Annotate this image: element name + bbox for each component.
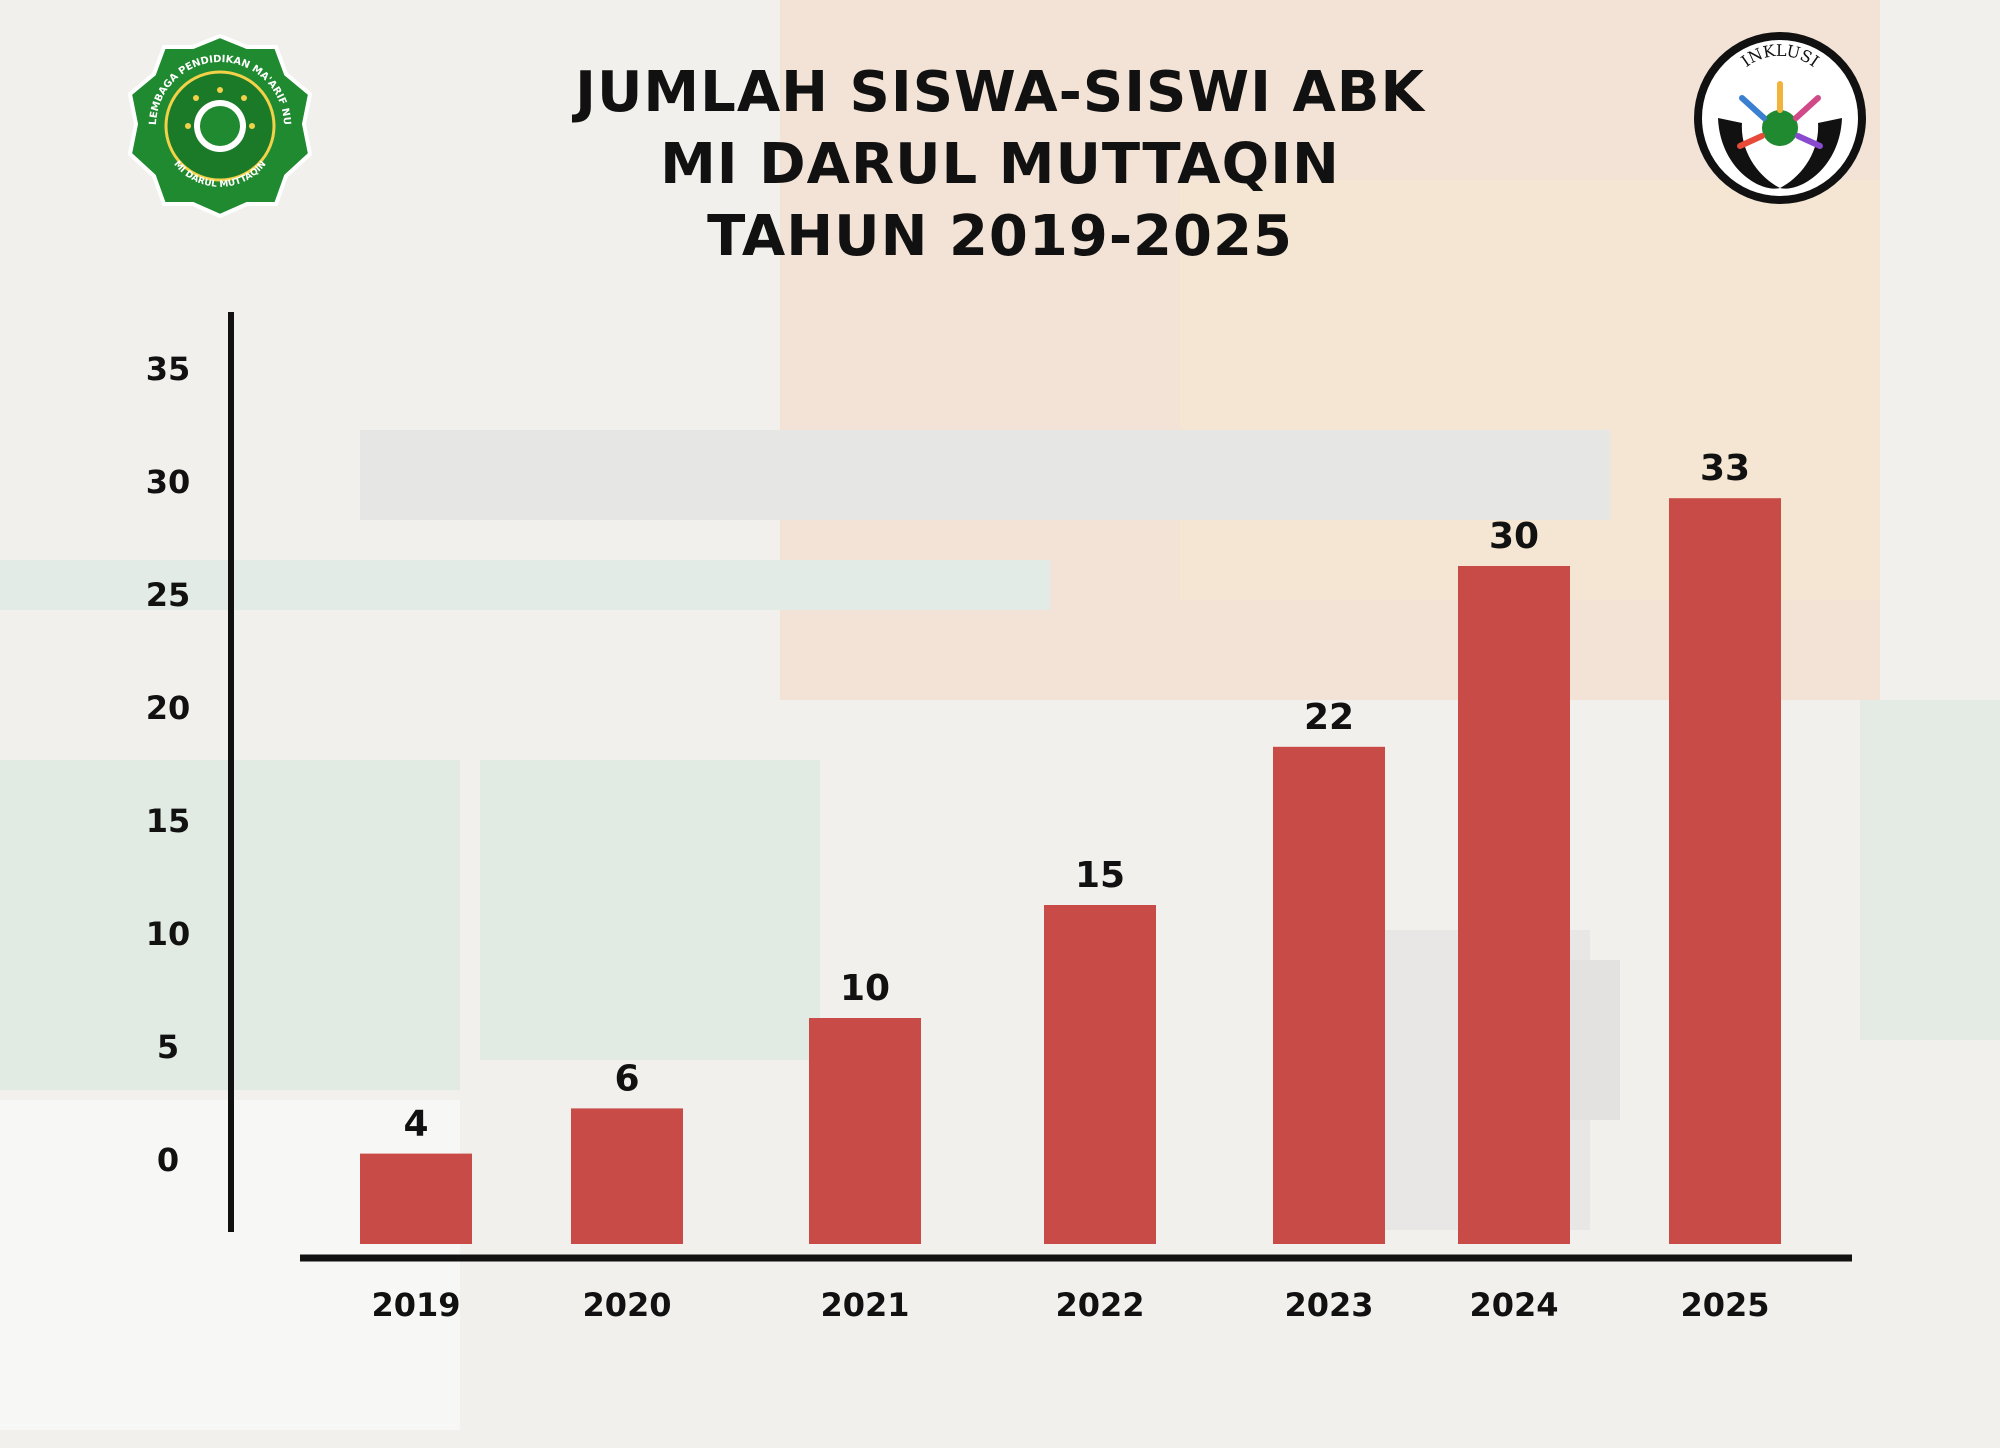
data-label-2021: 10: [840, 968, 890, 1009]
x-axis-ticks: 2019 2020 2021 2022 2023 2024 2025: [371, 1286, 1769, 1324]
bar-2023: [1273, 746, 1385, 1244]
bar-2021: [809, 1018, 921, 1244]
x-tick-label: 2019: [371, 1286, 460, 1324]
y-axis-ticks: 0 5 10 15 20 25 30 35: [146, 350, 191, 1179]
bar-series: [360, 498, 1781, 1244]
y-tick-label: 25: [146, 576, 191, 614]
bar-2019: [360, 1153, 472, 1244]
x-tick-label: 2024: [1469, 1286, 1558, 1324]
y-tick-label: 20: [146, 689, 191, 727]
bar-2024: [1458, 566, 1570, 1244]
y-tick-label: 0: [157, 1141, 179, 1179]
bar-2022: [1044, 905, 1156, 1244]
chart-title-line-2: MI DARUL MUTTAQIN: [660, 132, 1340, 197]
x-tick-label: 2022: [1055, 1286, 1144, 1324]
data-label-2023: 22: [1304, 697, 1354, 738]
x-tick-label: 2023: [1284, 1286, 1373, 1324]
chart-title-line-1: JUMLAH SISWA-SISWI ABK: [575, 60, 1425, 125]
maarif-nu-emblem-icon: LEMBAGA PENDIDIKAN MA'ARIF NU MI DARUL M…: [127, 33, 313, 219]
data-label-2024: 30: [1489, 516, 1539, 557]
x-tick-label: 2020: [582, 1286, 671, 1324]
y-tick-label: 5: [157, 1028, 179, 1066]
inklusi-hands-icon: INKLUSI: [1694, 32, 1866, 204]
y-tick-label: 15: [146, 802, 191, 840]
data-label-2020: 6: [614, 1058, 639, 1099]
y-tick-label: 35: [146, 350, 191, 388]
x-tick-label: 2021: [820, 1286, 909, 1324]
data-labels: 4 6 10 15 22 30 33: [403, 448, 1750, 1144]
data-label-2019: 4: [403, 1104, 428, 1145]
x-tick-label: 2025: [1680, 1286, 1769, 1324]
bar-2020: [571, 1108, 683, 1244]
data-label-2022: 15: [1075, 855, 1125, 896]
chart-title-line-3: TAHUN 2019-2025: [707, 204, 1293, 269]
data-label-2025: 33: [1700, 448, 1750, 489]
y-tick-label: 30: [146, 463, 191, 501]
bar-2025: [1669, 498, 1781, 1244]
y-tick-label: 10: [146, 915, 191, 953]
